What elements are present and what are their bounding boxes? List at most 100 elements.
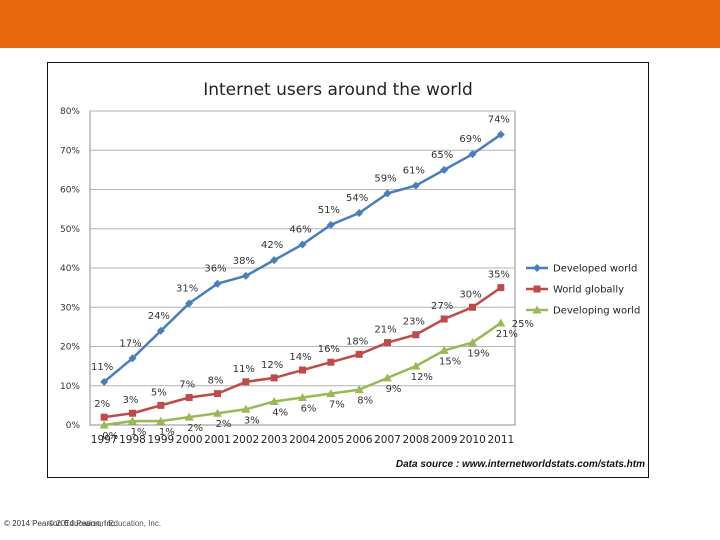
data-label: 36% (204, 264, 226, 275)
data-label: 61% (403, 166, 425, 177)
data-point (327, 358, 335, 366)
data-label: 30% (459, 289, 481, 300)
data-point (299, 366, 306, 374)
y-tick-label: 30% (60, 303, 80, 313)
data-point (128, 354, 137, 363)
y-tick-label: 80% (60, 107, 80, 117)
data-point (326, 220, 335, 229)
data-point (496, 318, 506, 327)
data-point (298, 393, 307, 402)
line-chart: Internet users around the world 0% 10% 20%… (60, 80, 645, 470)
legend-marker (533, 264, 541, 272)
x-tick-label: 2006 (346, 434, 373, 446)
data-label: 1% (131, 427, 147, 438)
data-point (157, 401, 165, 409)
legend-label: Developing world (553, 306, 640, 317)
data-source-note: Data source : www.internetworldstats.com… (396, 459, 645, 470)
data-label: 14% (289, 352, 311, 363)
data-point (270, 256, 279, 265)
data-point (468, 150, 477, 159)
data-point (298, 240, 307, 249)
data-point (156, 326, 165, 335)
data-label: 19% (467, 349, 489, 360)
data-label: 7% (179, 380, 195, 391)
x-tick-label: 2009 (431, 434, 458, 446)
data-point (241, 271, 250, 280)
data-label: 25% (512, 319, 534, 330)
data-point (412, 331, 420, 339)
data-label: 16% (318, 344, 340, 355)
data-point (269, 396, 279, 405)
x-tick-label: 2000 (176, 434, 203, 446)
data-label: 59% (374, 173, 396, 184)
copyright-notice-overlap: © 2014 Pearson Education, Inc. (48, 519, 162, 528)
data-point (411, 181, 420, 190)
data-point (213, 279, 222, 288)
data-label: 38% (233, 256, 255, 267)
data-point (355, 350, 363, 358)
x-tick-label: 2002 (232, 434, 259, 446)
data-label: 9% (386, 384, 402, 395)
data-label: 8% (208, 376, 224, 387)
y-tick-label: 40% (60, 264, 80, 274)
legend-marker (532, 305, 542, 314)
data-point (214, 390, 221, 398)
data-point (440, 165, 449, 174)
data-point (129, 409, 136, 417)
x-tick-label: 2004 (289, 434, 316, 446)
data-label: 74% (488, 115, 510, 126)
data-label: 18% (346, 336, 368, 347)
data-label: 69% (459, 134, 481, 145)
data-label: 51% (318, 205, 340, 216)
data-label: 42% (261, 240, 283, 251)
data-label: 2% (216, 419, 232, 430)
x-tick-label: 2011 (487, 434, 514, 446)
data-point (270, 374, 278, 382)
data-point (128, 416, 137, 425)
y-tick-label: 70% (60, 146, 80, 156)
data-label: 3% (123, 395, 139, 406)
chart-title: Internet users around the world (203, 80, 473, 100)
y-tick-label: 60% (60, 186, 80, 196)
data-point (242, 378, 250, 386)
copyright-notice: © 2014 Pearson Education, Inc. (4, 519, 118, 528)
x-tick-label: 1999 (147, 434, 174, 446)
y-tick-label: 0% (66, 421, 81, 431)
data-point (326, 389, 336, 398)
x-tick-label: 1998 (119, 434, 146, 446)
y-tick-label: 10% (60, 382, 80, 392)
legend-label: Developed world (553, 264, 637, 275)
data-point (355, 209, 364, 218)
data-point (184, 412, 194, 421)
data-label: 12% (411, 372, 433, 383)
data-label: 12% (261, 360, 283, 371)
legend-label: World globally (553, 285, 624, 296)
data-point (439, 345, 449, 354)
data-point (411, 361, 421, 370)
x-tick-label: 1997 (91, 434, 118, 446)
chart-frame: Internet users around the world 0% 10% 20%… (47, 62, 649, 478)
data-label: 5% (151, 387, 167, 398)
data-point (156, 416, 166, 425)
data-point (241, 404, 251, 413)
data-label: 17% (119, 338, 141, 349)
data-point (100, 377, 109, 386)
data-point (384, 339, 391, 347)
data-point (468, 338, 477, 347)
data-point (497, 284, 505, 292)
data-label: 54% (346, 193, 368, 204)
data-point (440, 315, 448, 323)
y-tick-label: 20% (60, 343, 80, 353)
x-tick-label: 2008 (402, 434, 429, 446)
data-point (100, 413, 108, 421)
x-tick-label: 2005 (317, 434, 344, 446)
legend-marker (533, 285, 541, 293)
data-label: 11% (91, 362, 113, 373)
data-label: 8% (357, 396, 373, 407)
data-point (383, 189, 392, 198)
y-tick-label: 50% (60, 225, 80, 235)
data-label: 23% (403, 317, 425, 328)
data-point (469, 303, 476, 311)
data-point (354, 385, 364, 394)
data-point (185, 394, 193, 402)
